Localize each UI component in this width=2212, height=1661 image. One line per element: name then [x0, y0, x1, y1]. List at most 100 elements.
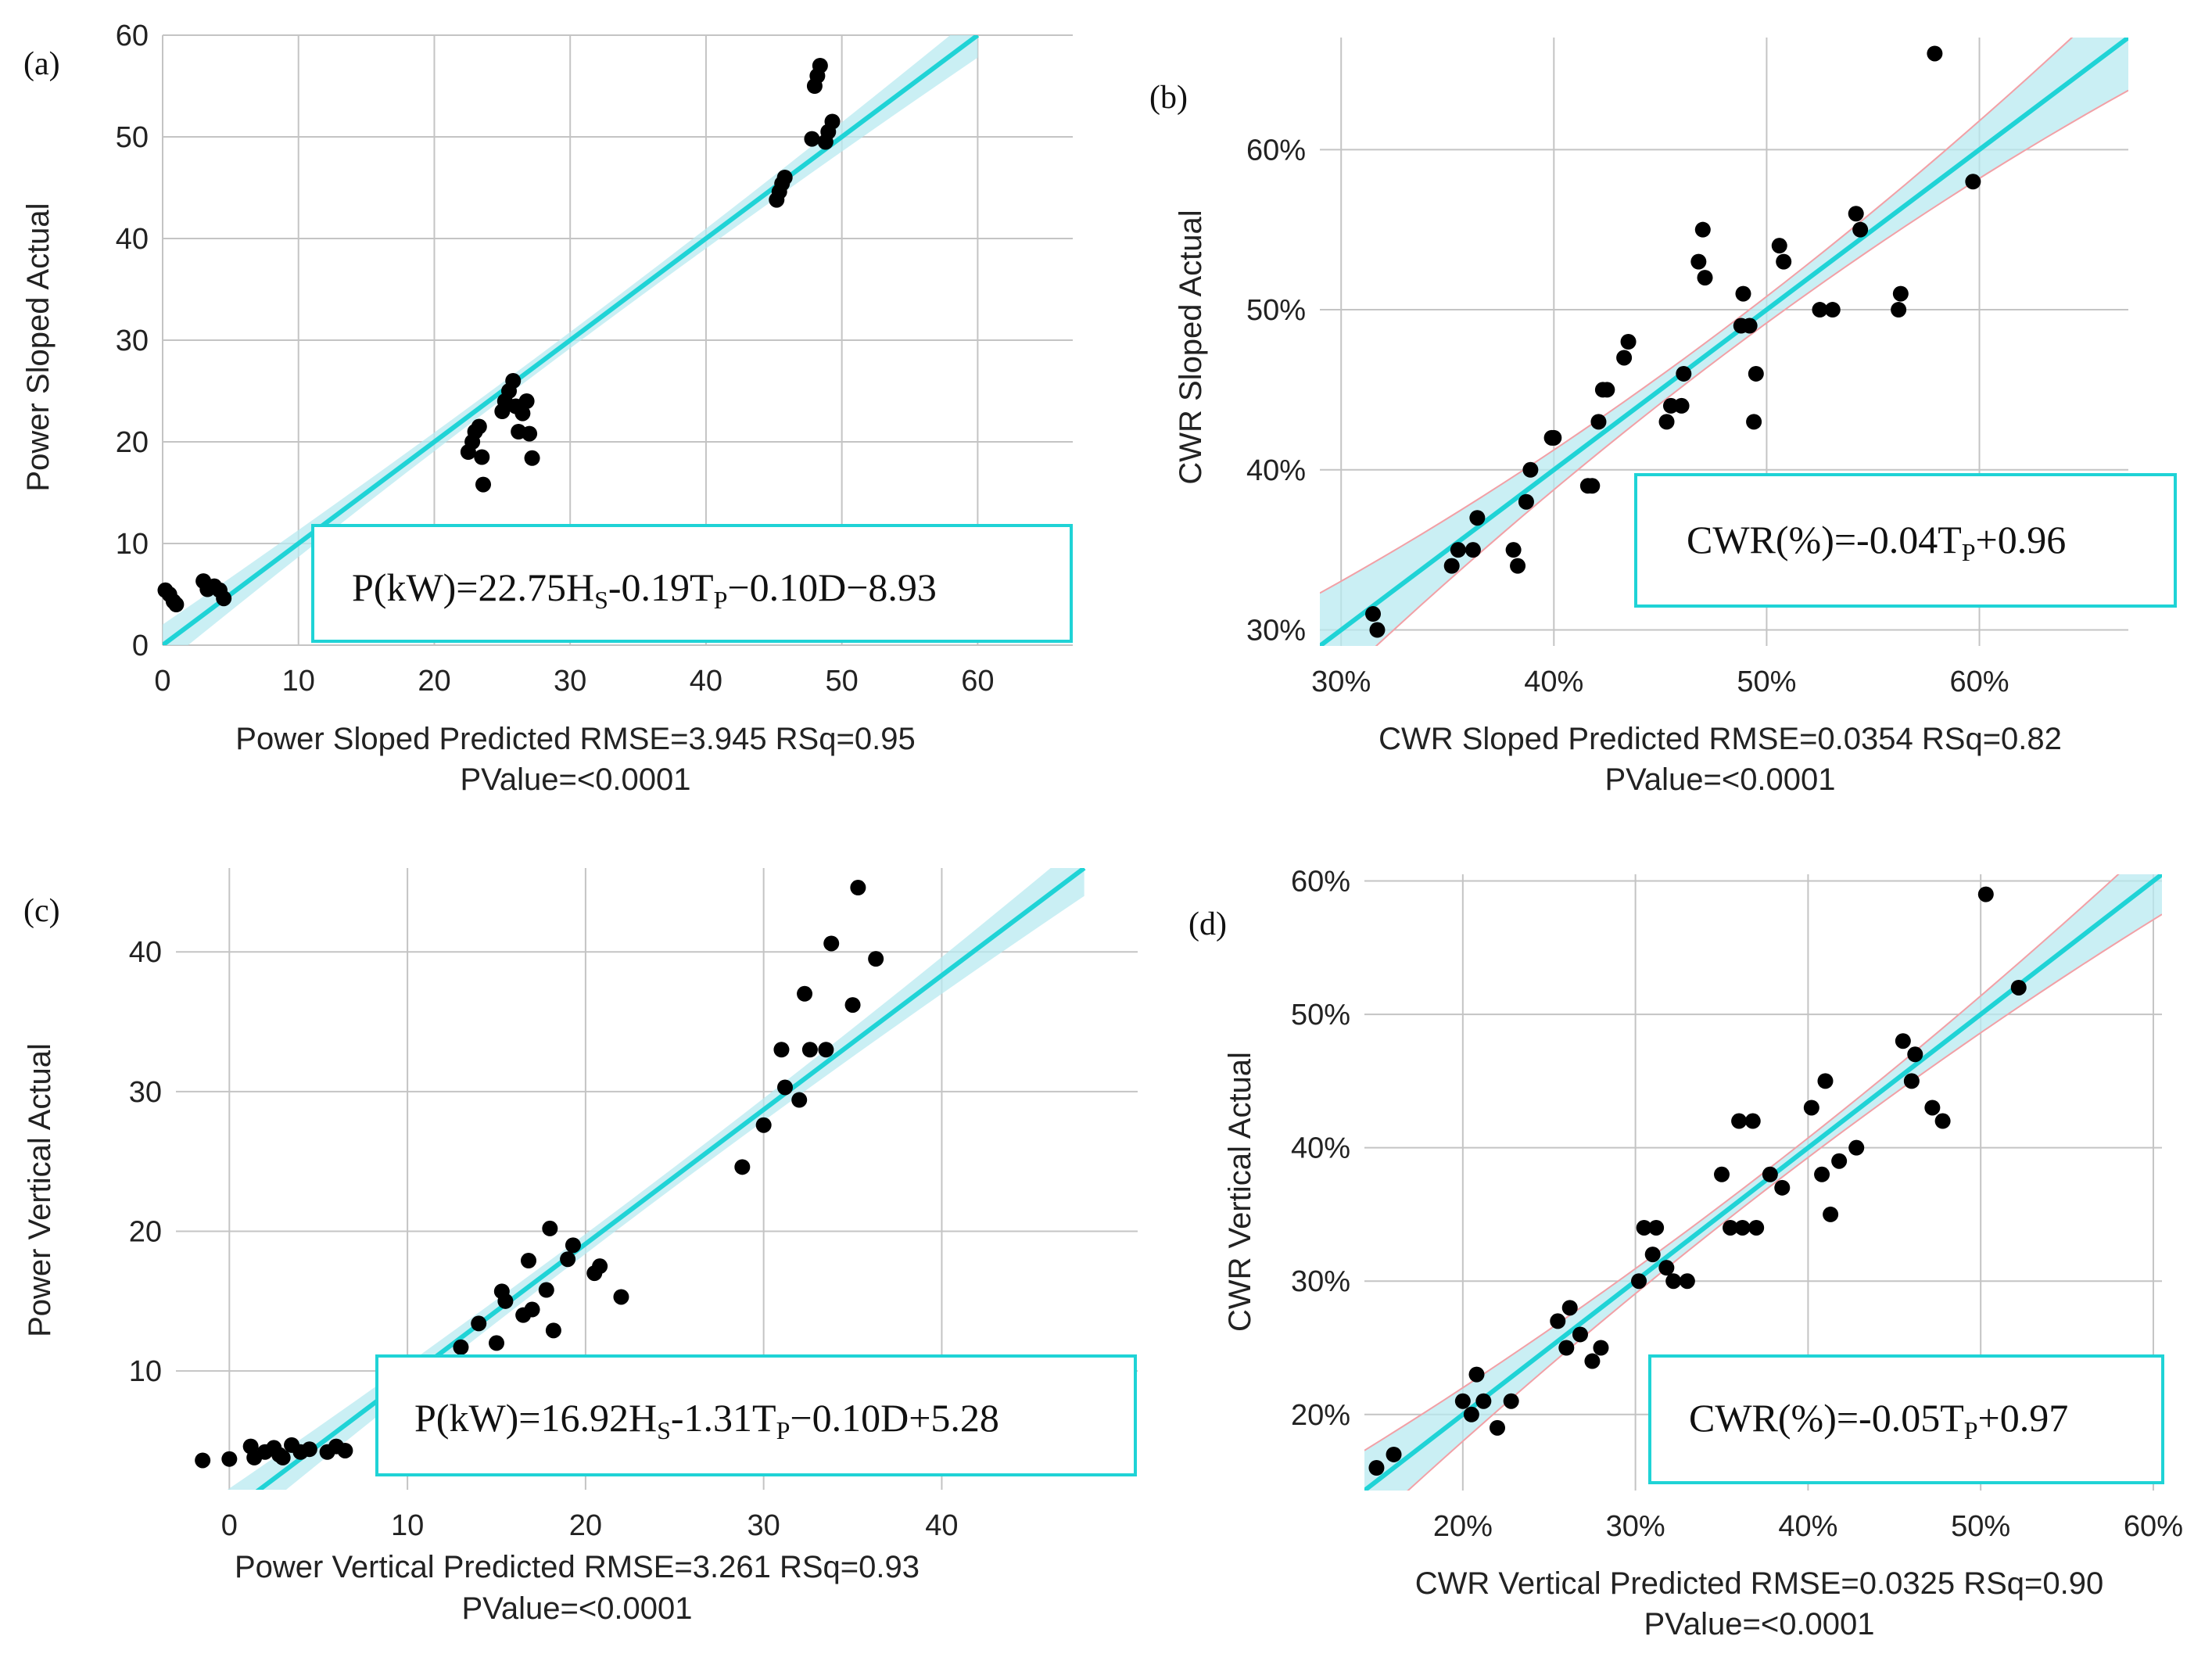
data-point — [524, 1301, 540, 1318]
panel-label: (a) — [23, 46, 60, 82]
data-point — [1895, 1033, 1911, 1049]
data-point — [1762, 1166, 1778, 1182]
data-point — [1616, 350, 1633, 366]
x-tick-label: 20 — [418, 665, 450, 698]
data-point — [1369, 622, 1386, 638]
data-point — [1934, 1113, 1951, 1129]
data-point — [776, 170, 793, 185]
data-point — [1731, 1113, 1748, 1129]
data-point — [1443, 558, 1460, 574]
data-point — [1558, 1340, 1575, 1356]
data-point — [489, 1335, 504, 1351]
fit-line — [163, 35, 980, 645]
data-point — [538, 1282, 554, 1298]
data-point — [1812, 302, 1828, 318]
data-point — [824, 113, 841, 130]
equation-sub2: P — [1964, 1416, 1978, 1444]
x-axis-title: Power Vertical Predicted RMSE=3.261 RSq=… — [235, 1550, 920, 1584]
x-tick-label: 40 — [925, 1509, 958, 1542]
x-tick-label: 30% — [1606, 1510, 1665, 1543]
data-point — [1468, 1366, 1485, 1383]
confidence-lower-edge — [1407, 913, 2162, 1491]
y-axis-title: CWR Vertical Actual — [1223, 1052, 1257, 1332]
x-tick-label: 50% — [1737, 665, 1796, 698]
data-point — [1463, 1406, 1479, 1422]
y-tick-label: 0 — [132, 630, 149, 662]
fit-line — [255, 868, 1086, 1490]
data-point — [560, 1251, 576, 1268]
data-point — [1814, 1166, 1830, 1182]
x-tick-label: 0 — [154, 665, 170, 698]
equation-main: CWR(%)=-0.04T — [1687, 518, 1962, 561]
data-point — [471, 1315, 487, 1332]
data-point — [1599, 382, 1615, 398]
data-point — [1465, 542, 1481, 558]
y-tick-label: 30% — [1246, 615, 1306, 648]
data-point — [791, 1092, 808, 1108]
data-point — [1907, 1046, 1923, 1063]
data-point — [1593, 1340, 1609, 1356]
x-axis-title: CWR Vertical Predicted RMSE=0.0325 RSq=0… — [1415, 1566, 2103, 1601]
data-point — [1679, 1273, 1695, 1290]
data-point — [1673, 397, 1690, 414]
data-point — [773, 1042, 790, 1058]
equation-main: P(kW)=16.92H — [414, 1396, 657, 1440]
data-point — [521, 1253, 536, 1269]
data-point — [1848, 206, 1864, 222]
data-point — [1365, 606, 1382, 622]
data-point — [1644, 1247, 1661, 1263]
data-point — [1744, 1113, 1761, 1129]
data-point — [1892, 285, 1909, 302]
data-point — [1636, 1219, 1652, 1236]
data-point — [1631, 1273, 1647, 1290]
x-tick-label: 60% — [2124, 1510, 2183, 1543]
confidence-upper-edge — [1320, 38, 2074, 594]
y-tick-label: 40 — [116, 223, 149, 256]
data-point — [804, 131, 820, 147]
data-point — [1803, 1100, 1819, 1116]
equation-mid: -1.31T — [671, 1396, 776, 1440]
data-point — [797, 985, 813, 1002]
equation-sub2: P — [714, 586, 728, 614]
data-point — [592, 1258, 608, 1275]
data-point — [524, 450, 540, 466]
x-axis-title: Power Sloped Predicted RMSE=3.945 RSq=0.… — [235, 722, 915, 756]
data-point — [1924, 1100, 1941, 1116]
data-point — [1475, 1393, 1492, 1409]
data-point — [868, 951, 884, 967]
data-point — [1561, 1300, 1578, 1316]
data-point — [518, 393, 535, 409]
equation-tail: +0.97 — [1978, 1396, 2069, 1440]
y-tick-label: 40% — [1246, 454, 1306, 487]
panel-label: (b) — [1149, 80, 1188, 116]
data-point — [1741, 317, 1758, 334]
data-point — [221, 1451, 238, 1467]
confidence-lower-edge — [1375, 89, 2128, 646]
x-tick-label: 60 — [961, 665, 994, 698]
equation-text: CWR(%)=-0.04TP+0.96 — [1687, 518, 2066, 566]
data-point — [522, 425, 538, 442]
panel-c: 0 10 20 30 40 10 20 30 40 P(kW)=16.92HS-1.31TP−0.… — [23, 868, 1138, 1626]
data-point — [1386, 1446, 1402, 1462]
equation-text: P(kW)=22.75HS-0.19TP−0.10D−8.93 — [352, 565, 937, 614]
x-tick-label: 20 — [569, 1509, 602, 1542]
data-point — [1503, 1393, 1519, 1409]
y-tick-label: 60 — [116, 20, 149, 52]
y-tick-label: 50% — [1246, 294, 1306, 327]
equation-main: P(kW)=22.75H — [352, 565, 594, 609]
panel-d: 20% 30% 40% 50% 60% 20% 30% 40% 50% 60% CWR(%)=-0.… — [1188, 866, 2183, 1641]
y-tick-label: 40% — [1291, 1132, 1350, 1165]
data-point — [301, 1441, 317, 1458]
data-point — [2010, 979, 2027, 996]
data-point — [1748, 365, 1764, 382]
y-tick-label: 10 — [129, 1355, 162, 1388]
data-point — [1510, 558, 1526, 574]
equation-sub2: P — [1962, 538, 1976, 566]
data-point — [1454, 1393, 1471, 1409]
y-axis-title: CWR Sloped Actual — [1174, 210, 1208, 484]
data-point — [1734, 1219, 1751, 1236]
data-point — [1658, 1260, 1675, 1276]
y-tick-label: 50 — [116, 121, 149, 154]
data-point — [1852, 221, 1869, 238]
x-axis-pvalue: PValue=<0.0001 — [1604, 762, 1835, 797]
